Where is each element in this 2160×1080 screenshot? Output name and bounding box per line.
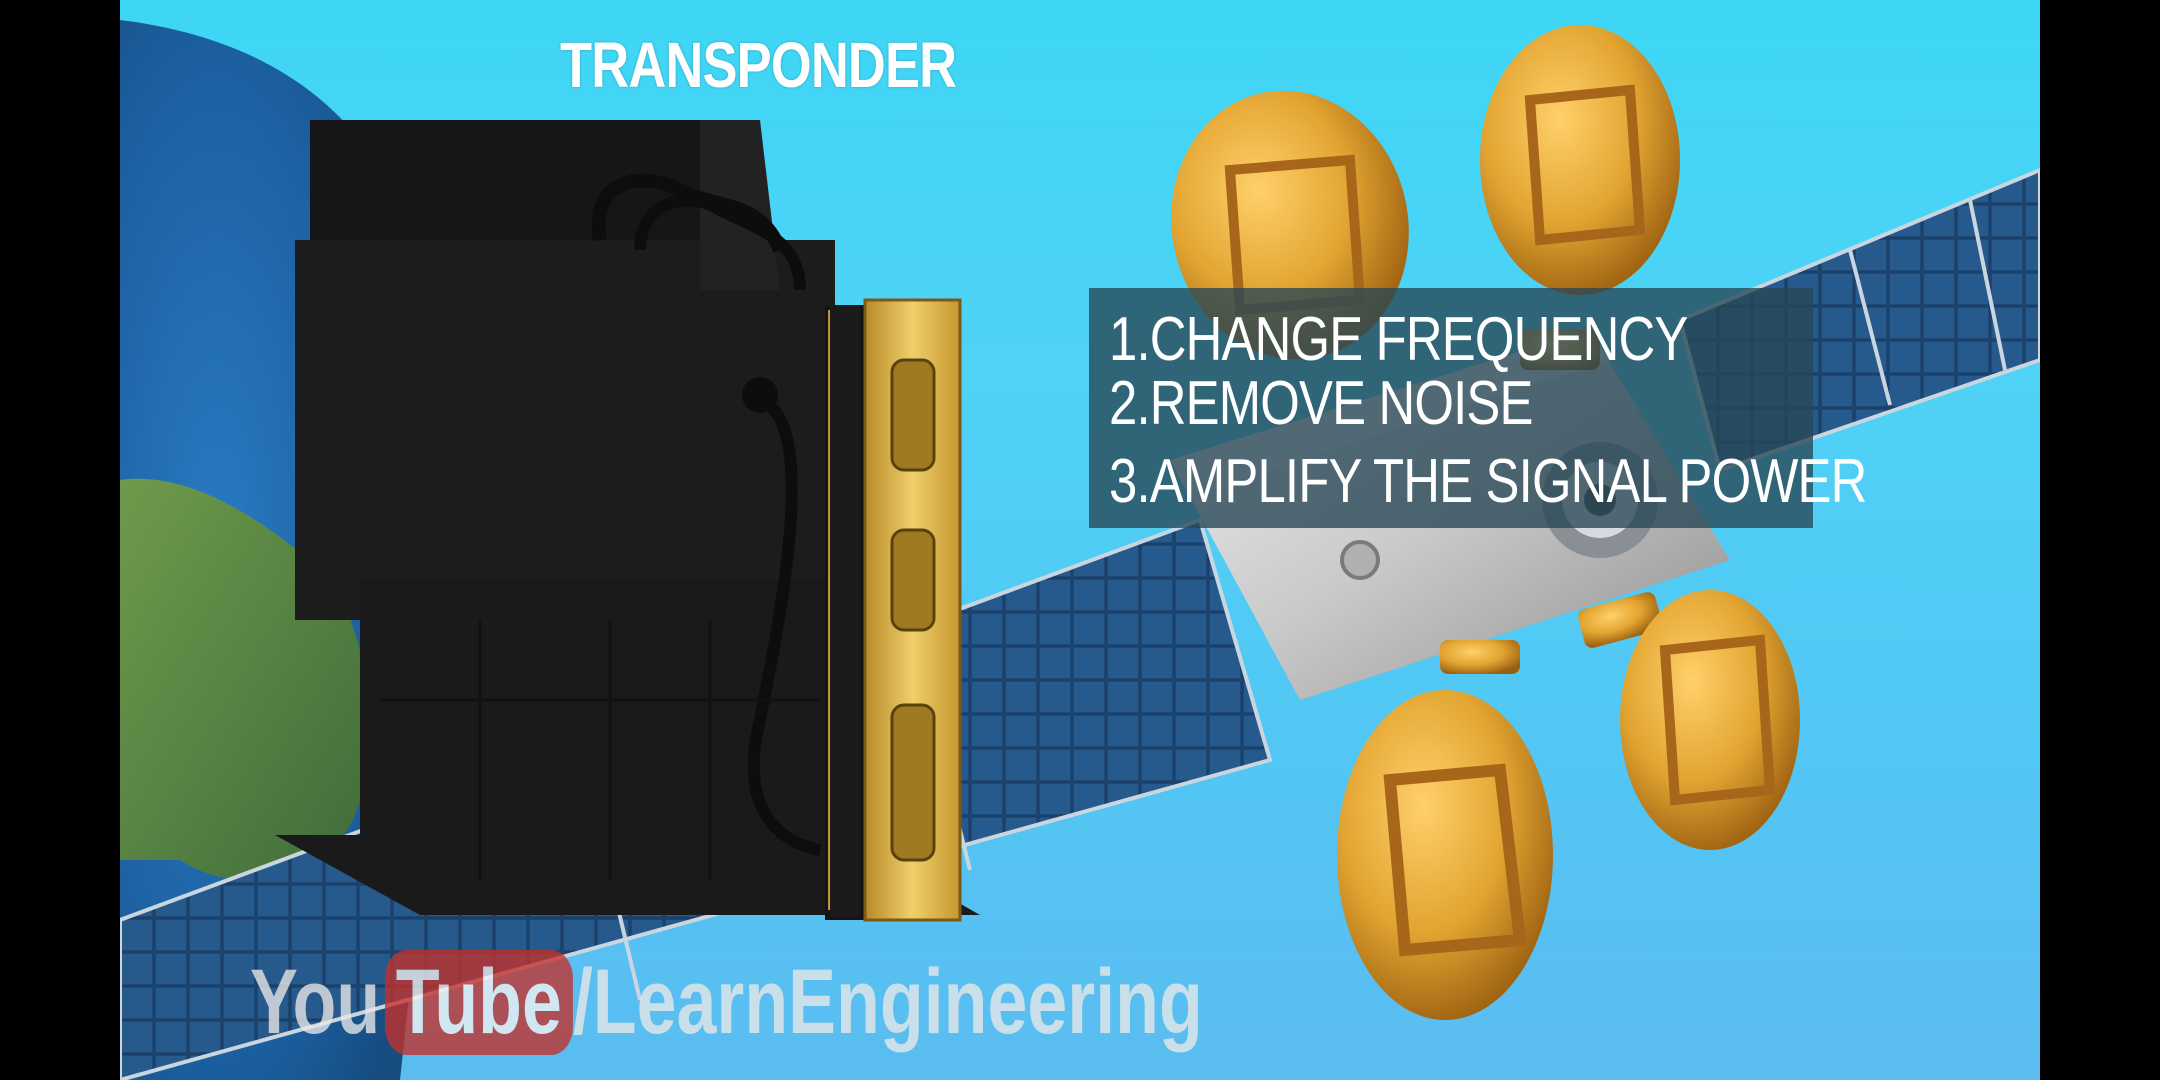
right-letterbox bbox=[2040, 0, 2160, 1080]
watermark-channel: /LearnEngineering bbox=[572, 951, 1203, 1053]
antenna-dish-top-right bbox=[1480, 25, 1680, 295]
antenna-dish-bottom-left bbox=[1337, 690, 1553, 1020]
youtube-logo-tube: Tube bbox=[384, 950, 573, 1055]
left-letterbox bbox=[0, 0, 120, 1080]
function-item: 3.AMPLIFY THE SIGNAL POWER bbox=[1109, 447, 1867, 516]
function-item: 1.CHANGE FREQUENCY bbox=[1109, 305, 1688, 374]
watermark-you: You bbox=[250, 951, 381, 1053]
diagram-title: TRANSPONDER bbox=[560, 29, 957, 101]
transponder-unit bbox=[275, 120, 980, 922]
video-frame: TRANSPONDER 1.CHANGE FREQUENCY 2.REMOVE … bbox=[120, 0, 2040, 1080]
channel-watermark: You Tube/LearnEngineering bbox=[250, 950, 1203, 1070]
antenna-dish-bottom-right bbox=[1620, 590, 1800, 850]
function-item: 2.REMOVE NOISE bbox=[1109, 369, 1533, 438]
transponder-functions-box: 1.CHANGE FREQUENCY 2.REMOVE NOISE 3.AMPL… bbox=[1089, 288, 1867, 528]
satellite-scene bbox=[120, 20, 2040, 1080]
